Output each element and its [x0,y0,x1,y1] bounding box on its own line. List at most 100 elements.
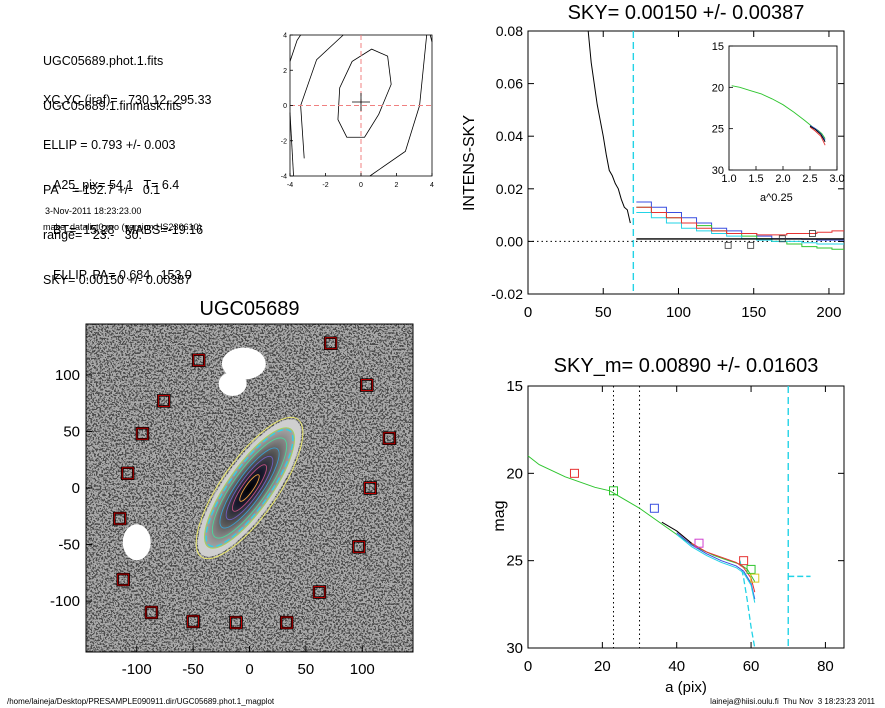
x-tick-label: 0 [245,661,253,678]
param-line: A25_pix= 54.1 T= 6.4 [53,178,180,192]
profile-marker [569,468,579,478]
param-line: range= 23.- 30. [43,228,143,242]
y-tick-label: 15 [506,378,523,395]
galaxy-image-plot: -100 -50 0 50 100 -100 -50 0 50 100 [50,323,414,678]
profile-marker [750,573,760,583]
sky-box-marker-inner [192,354,205,367]
sky-box-marker [778,235,786,243]
y-tick-label: 0.06 [496,76,523,92]
sky-box-marker-inner [364,482,377,494]
y-tick-label: 100 [55,367,80,384]
inset-x-tick-label: 3.0 [829,173,844,185]
series-line-blue [636,201,844,241]
inset-x-tick-label: 1.0 [721,173,736,185]
x-tick-label: 0 [524,658,532,675]
inset-x-tick-label: 2.0 [775,173,790,185]
sky-box-marker-inner [117,573,130,586]
sky-box-marker-inner [324,337,337,350]
galaxy-parameters: A25_pix= 54.1 T= 6.4 BT= 15.28 MABS=-19.… [53,148,203,298]
y-tick-label: -0.02 [491,286,523,302]
isophote-contour [239,474,260,502]
contour-plot: -4 -2 0 2 4 -4 -2 0 2 4 [281,33,434,190]
series-line-cyan [636,211,844,245]
mag-profile-plot: 0 20 40 60 80 15 20 25 30 [506,378,845,675]
sky-box-marker [809,230,816,237]
profile-marker [694,538,704,548]
contour-line [300,34,344,159]
isophote-contour [225,455,274,521]
profile-line-blue [676,532,756,600]
sky-box-marker-inner [136,427,149,440]
sky-box-marker-inner [113,512,126,525]
fit-parameters: XC,YC (iraf)= 730.12, 295.33 ELLIP = 0.7… [43,63,212,303]
mag-xlabel: a (pix) [665,679,707,696]
series-line-black [587,30,631,224]
y-tick-label: 50 [63,423,80,440]
sky-box-marker [724,241,732,249]
inset-xlabel: a^0.25 [760,192,793,204]
footer-path: /home/laineja/Desktop/PRESAMPLE090911.di… [7,697,275,706]
sky-box-marker-inner [360,379,373,392]
x-tick-label: -100 [122,661,152,678]
y-tick-label: 20 [506,465,523,482]
param-line: XC,YC (iraf)= 730.12, 295.33 [43,93,212,107]
param-line: ELLIP, PA= 0.684 153.0 [53,268,192,282]
param-line: SKY= 0.00150 +/- 0.00387 [43,273,192,287]
inset-y-tick-label: 25 [712,124,724,136]
x-tick-label: 20 [594,658,611,675]
profile-marker [739,556,749,566]
profile-marker [649,503,659,513]
plot-frame [527,30,845,295]
inset-series-green [731,85,826,139]
x-tick-label: -4 [287,182,293,189]
galaxy [195,416,304,560]
mag-plot-title: SKY_m= 0.00890 +/- 0.01603 [553,355,819,377]
y-tick-label: 25 [506,553,523,570]
y-tick-label: 2 [283,68,287,75]
isophote-contour [219,447,280,529]
x-tick-label: 2 [395,182,399,189]
contour-line [337,48,392,138]
profile-line-red [676,530,756,593]
x-tick-label: 50 [595,304,612,321]
inset-frame [728,45,838,171]
series-line-red [636,206,844,236]
sky-box-marker [747,241,755,249]
x-tick-label: 60 [743,658,760,675]
x-tick-label: -50 [182,661,204,678]
program-version: make_datalist0.pro (version HS230610) [43,222,202,232]
x-tick-label: 100 [350,661,375,678]
profile-line-cyan [676,534,756,603]
inset-x-tick-label: 1.5 [748,173,763,185]
mag-ylabel: mag [491,500,508,532]
inset-y-tick-label: 15 [712,41,724,53]
mask-hole [122,524,151,561]
isophote-contour [211,437,288,539]
inset-series-red [809,126,826,146]
inset-series-blue [809,124,826,141]
inset-x-tick-label: 2.5 [802,173,817,185]
run-date: 3-Nov-2011 18:23:23.00 [45,206,142,216]
y-tick-label: 0.08 [496,23,523,39]
sky-ylabel: INTENS-SKY [461,115,478,212]
x-tick-label: 0 [359,182,363,189]
inset-y-tick-label: 30 [712,165,724,177]
sky-plot: 0 50 100 150 200 -0.02 0.00 0.02 0.04 0.06 0.08 1.0… [491,23,845,321]
profile-line-green [527,455,756,582]
file-name-line: UGC05689.1.finmask.fits [43,99,182,113]
mask-hole [221,347,266,380]
isophote-contour [231,464,268,512]
footer-info: laineja@hiisi.oulu.fi Thu Nov 3 18:23:23… [710,697,875,706]
profile-line-black [661,521,692,544]
x-tick-label: -2 [322,182,328,189]
x-tick-label: 4 [430,182,434,189]
y-tick-label: 0.00 [496,233,523,249]
contour-line [289,34,301,62]
contour-line [289,112,294,177]
sky-box-marker-inner [383,432,396,445]
y-tick-label: 0.02 [496,181,523,197]
image-title: UGC05689 [199,298,300,320]
sky-box-marker-inner [313,586,326,599]
y-tick-label: 0 [283,103,287,110]
file-name-line: UGC05689.phot.1.fits [43,54,164,68]
